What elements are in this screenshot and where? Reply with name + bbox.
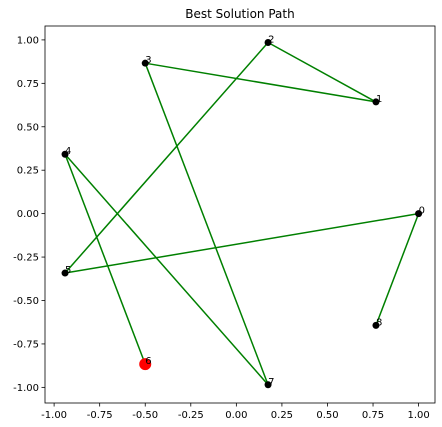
city-label: 4	[65, 146, 71, 157]
y-tick-label: -0.50	[13, 296, 39, 307]
x-tick-label: -0.25	[178, 410, 204, 421]
path-segment	[64, 42, 269, 274]
path-segment	[64, 212, 419, 274]
path-segment	[144, 62, 269, 386]
y-tick-label: 0.50	[17, 122, 39, 133]
city-point	[372, 321, 380, 329]
path-segment	[267, 41, 377, 103]
y-tick-label: 0.75	[17, 79, 39, 90]
axes-group: -1.00 -0.75 -0.50 -0.25 0.00 0.25 0.50 0.75 1.00…	[13, 25, 436, 421]
start-point	[139, 358, 152, 371]
y-tick-label: 1.00	[17, 35, 39, 46]
x-tick-label: -0.75	[87, 410, 113, 421]
path-segment	[145, 62, 377, 103]
x-tick-label: 0.00	[225, 410, 247, 421]
city-label: 0	[419, 206, 425, 217]
city-point	[372, 98, 380, 106]
labels-group: 0 1 2 3 4 5 6 7 8	[65, 35, 425, 388]
x-tick-label: 0.50	[316, 410, 338, 421]
city-label: 5	[65, 265, 71, 276]
city-point	[264, 39, 272, 47]
x-tick-label: -1.00	[41, 410, 67, 421]
y-tick-label: -0.75	[13, 339, 39, 350]
x-tick-label: 0.25	[271, 410, 293, 421]
y-tick-label: -1.00	[13, 383, 39, 394]
path-segment	[64, 153, 269, 386]
path-segment	[375, 213, 420, 326]
city-point	[61, 269, 69, 277]
city-point	[141, 59, 149, 67]
city-label: 2	[268, 35, 274, 46]
x-tick-label: 1.00	[407, 410, 429, 421]
city-label: 7	[268, 377, 274, 388]
x-tick-label: 0.75	[362, 410, 384, 421]
y-tick-label: 0.00	[17, 209, 39, 220]
city-point	[61, 150, 69, 158]
city-label: 6	[145, 356, 151, 367]
points-group	[61, 39, 423, 389]
plot-frame	[44, 25, 436, 404]
path-segment	[64, 153, 146, 365]
city-label: 8	[376, 317, 382, 328]
city-label: 3	[145, 55, 151, 66]
y-tick-label: -0.25	[13, 253, 39, 264]
city-point	[415, 210, 423, 218]
path-group	[64, 41, 420, 386]
city-point	[264, 381, 272, 389]
city-label: 1	[376, 94, 382, 105]
y-tick-label: 0.25	[17, 166, 39, 177]
chart-title: Best Solution Path	[185, 7, 294, 21]
x-tick-label: -0.50	[132, 410, 158, 421]
